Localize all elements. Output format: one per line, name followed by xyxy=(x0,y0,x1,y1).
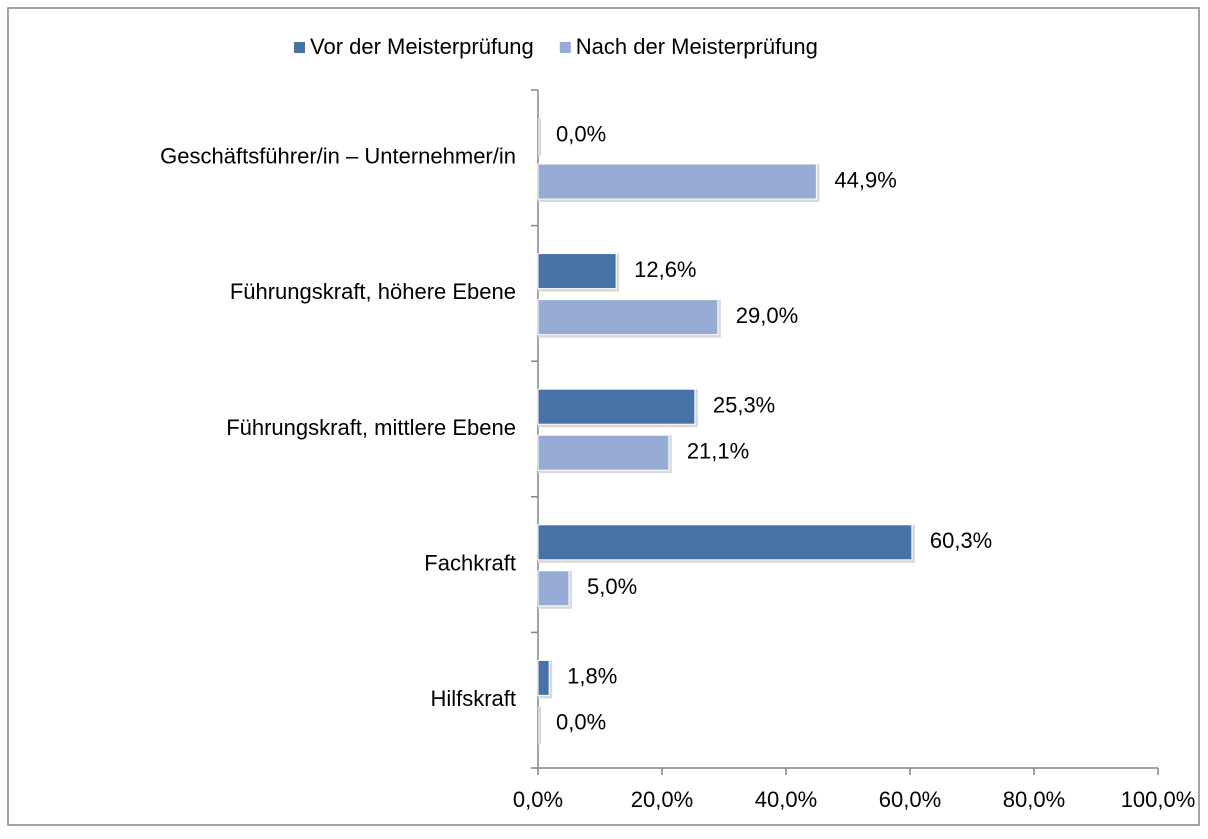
data-label: 5,0% xyxy=(587,574,637,599)
data-label: 60,3% xyxy=(930,528,992,553)
legend-label: Nach der Meisterprüfung xyxy=(576,34,818,59)
data-label: 0,0% xyxy=(556,121,606,146)
data-label: 29,0% xyxy=(736,303,798,328)
bar xyxy=(537,299,719,336)
x-tick-label: 60,0% xyxy=(879,787,941,812)
bar-shadow xyxy=(538,118,541,156)
x-tick-label: 20,0% xyxy=(631,787,693,812)
bar xyxy=(537,524,913,561)
bar-shadow xyxy=(538,706,541,745)
bar xyxy=(537,659,550,696)
bar xyxy=(537,570,570,607)
data-label: 21,1% xyxy=(687,439,749,464)
legend-swatch xyxy=(294,42,305,53)
bar xyxy=(537,253,617,290)
y-tick-label: Geschäftsführer/in – Unternehmer/in xyxy=(160,144,516,169)
y-tick-label: Fachkraft xyxy=(424,550,516,575)
y-tick-label: Führungskraft, höhere Ebene xyxy=(230,279,516,304)
x-tick-label: 0,0% xyxy=(513,787,563,812)
legend-label: Vor der Meisterprüfung xyxy=(310,34,534,59)
data-label: 25,3% xyxy=(713,393,775,418)
data-label: 0,0% xyxy=(556,710,606,735)
y-tick-label: Hilfskraft xyxy=(430,686,516,711)
y-tick-label: Führungskraft, mittlere Ebene xyxy=(226,415,516,440)
data-label: 12,6% xyxy=(634,257,696,282)
bar xyxy=(537,434,670,471)
bar xyxy=(537,163,817,200)
legend-swatch xyxy=(559,42,571,53)
x-tick-label: 100,0% xyxy=(1121,787,1196,812)
data-label: 1,8% xyxy=(567,664,617,689)
data-label: 44,9% xyxy=(834,167,896,192)
x-tick-label: 40,0% xyxy=(755,787,817,812)
x-tick-label: 80,0% xyxy=(1003,787,1065,812)
bar xyxy=(537,388,696,425)
